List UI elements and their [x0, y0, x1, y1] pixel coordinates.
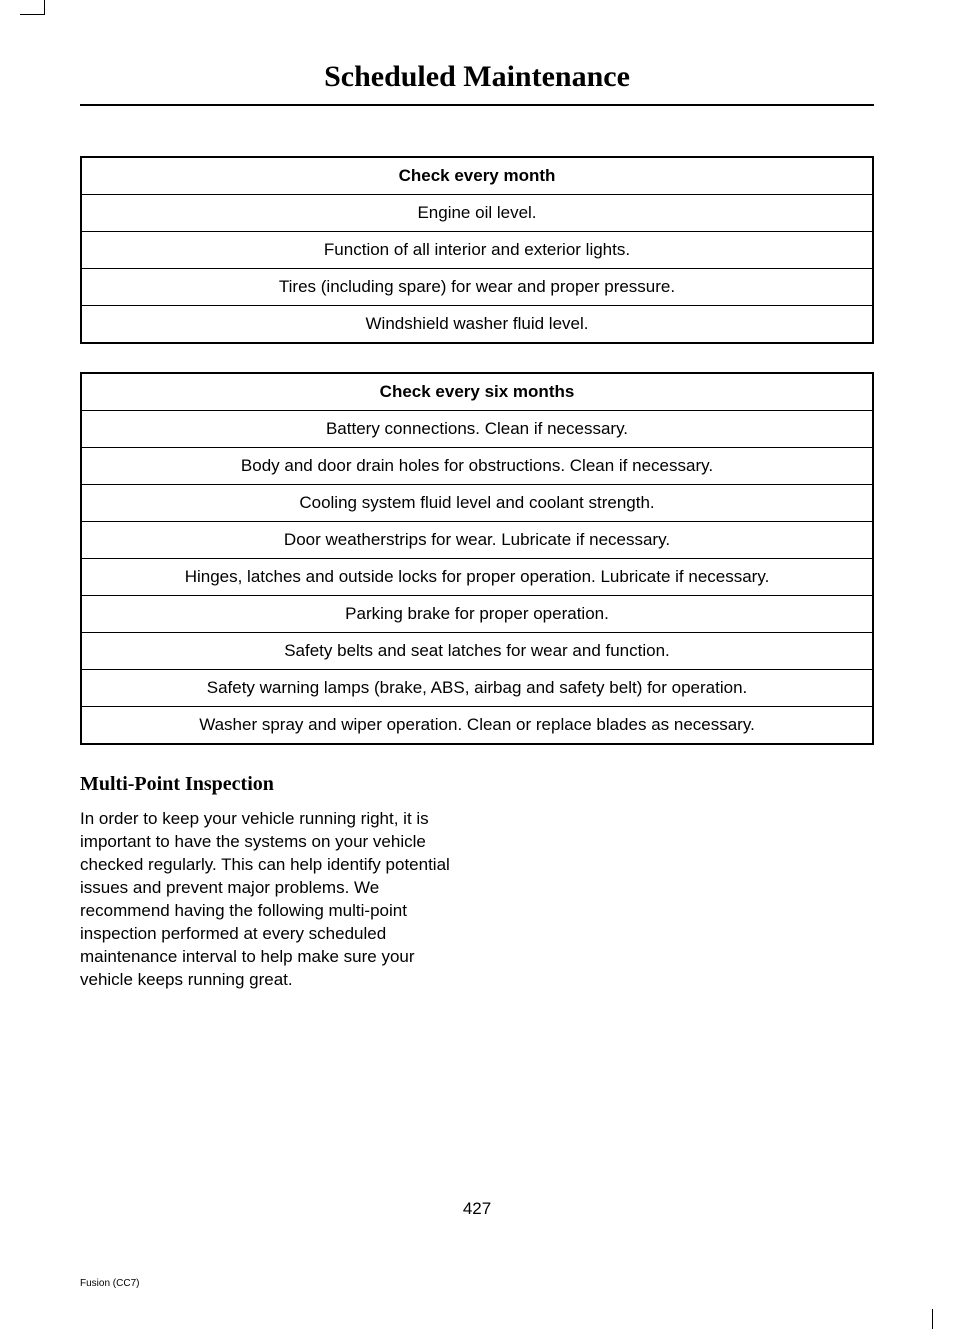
table-row: Cooling system fluid level and coolant s… [81, 485, 873, 522]
table-six-months-header: Check every six months [81, 373, 873, 411]
table-row: Battery connections. Clean if necessary. [81, 411, 873, 448]
table-cell: Washer spray and wiper operation. Clean … [81, 707, 873, 745]
table-cell: Cooling system fluid level and coolant s… [81, 485, 873, 522]
table-row: Body and door drain holes for obstructio… [81, 448, 873, 485]
multi-point-inspection-body: In order to keep your vehicle running ri… [80, 808, 460, 992]
table-cell: Parking brake for proper operation. [81, 596, 873, 633]
table-cell: Safety warning lamps (brake, ABS, airbag… [81, 670, 873, 707]
table-cell: Door weatherstrips for wear. Lubricate i… [81, 522, 873, 559]
table-cell: Safety belts and seat latches for wear a… [81, 633, 873, 670]
table-cell: Body and door drain holes for obstructio… [81, 448, 873, 485]
crop-mark-bottom [932, 1309, 934, 1329]
multi-point-inspection-heading: Multi-Point Inspection [80, 773, 874, 796]
table-cell: Windshield washer fluid level. [81, 306, 873, 344]
table-cell: Function of all interior and exterior li… [81, 232, 873, 269]
table-row: Washer spray and wiper operation. Clean … [81, 707, 873, 745]
table-row: Hinges, latches and outside locks for pr… [81, 559, 873, 596]
table-cell: Tires (including spare) for wear and pro… [81, 269, 873, 306]
table-cell: Engine oil level. [81, 195, 873, 232]
table-row: Function of all interior and exterior li… [81, 232, 873, 269]
page-container: Scheduled Maintenance Check every month … [0, 0, 954, 1032]
footer-text: Fusion (CC7) [80, 1278, 139, 1289]
table-month-header: Check every month [81, 157, 873, 195]
page-title: Scheduled Maintenance [80, 60, 874, 106]
table-cell: Battery connections. Clean if necessary. [81, 411, 873, 448]
table-row: Engine oil level. [81, 195, 873, 232]
table-row: Safety belts and seat latches for wear a… [81, 633, 873, 670]
table-row: Safety warning lamps (brake, ABS, airbag… [81, 670, 873, 707]
table-check-every-six-months: Check every six months Battery connectio… [80, 372, 874, 745]
table-check-every-month: Check every month Engine oil level. Func… [80, 156, 874, 344]
table-row: Tires (including spare) for wear and pro… [81, 269, 873, 306]
table-row: Windshield washer fluid level. [81, 306, 873, 344]
page-number: 427 [0, 1199, 954, 1219]
table-row: Door weatherstrips for wear. Lubricate i… [81, 522, 873, 559]
table-cell: Hinges, latches and outside locks for pr… [81, 559, 873, 596]
table-row: Parking brake for proper operation. [81, 596, 873, 633]
crop-mark-top [20, 0, 45, 15]
